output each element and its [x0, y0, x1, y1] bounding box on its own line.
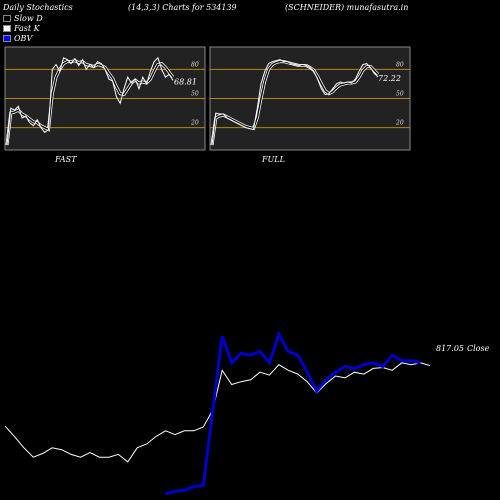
legend-fast-k: Fast K [3, 24, 40, 33]
fast-panel-label: FAST [54, 155, 77, 164]
close-last-value-label: 817.05 [436, 344, 464, 353]
fast-series-fast-k [6, 56, 174, 146]
legend-swatch-slow-d [3, 15, 11, 22]
legend-obv: OBV [3, 34, 32, 43]
chart-source: (SCHNEIDER) munafasutra.in [285, 3, 409, 12]
full-tick-label-80: 80 [396, 61, 404, 68]
fast-tick-label-50: 50 [191, 91, 199, 98]
legend-label-slow-d: Slow D [14, 14, 43, 23]
legend-swatch-obv [3, 35, 11, 42]
fast-last-value-label: 68.81 [174, 77, 197, 86]
full-panel-label: FULL [261, 155, 285, 164]
chart-subtitle: (14,3,3) Charts for 534139 [128, 3, 237, 12]
close-price-line [4, 362, 431, 463]
legend-swatch-fast-k [3, 25, 11, 32]
close-label: Close [467, 344, 490, 353]
legend-slow-d: Slow D [3, 14, 43, 23]
fast-tick-label-20: 20 [190, 120, 199, 127]
full-last-value-label: 72.22 [378, 74, 401, 83]
chart-title: Daily Stochastics [3, 3, 73, 12]
full-tick-label-50: 50 [396, 91, 404, 98]
fast-tick-label-80: 80 [191, 61, 199, 68]
legend-label-obv: OBV [14, 34, 33, 43]
obv-line [165, 330, 421, 496]
legend-label-fast-k: Fast K [14, 24, 40, 33]
full-tick-label-20: 20 [395, 120, 404, 127]
full-series-fast-k [211, 59, 379, 146]
